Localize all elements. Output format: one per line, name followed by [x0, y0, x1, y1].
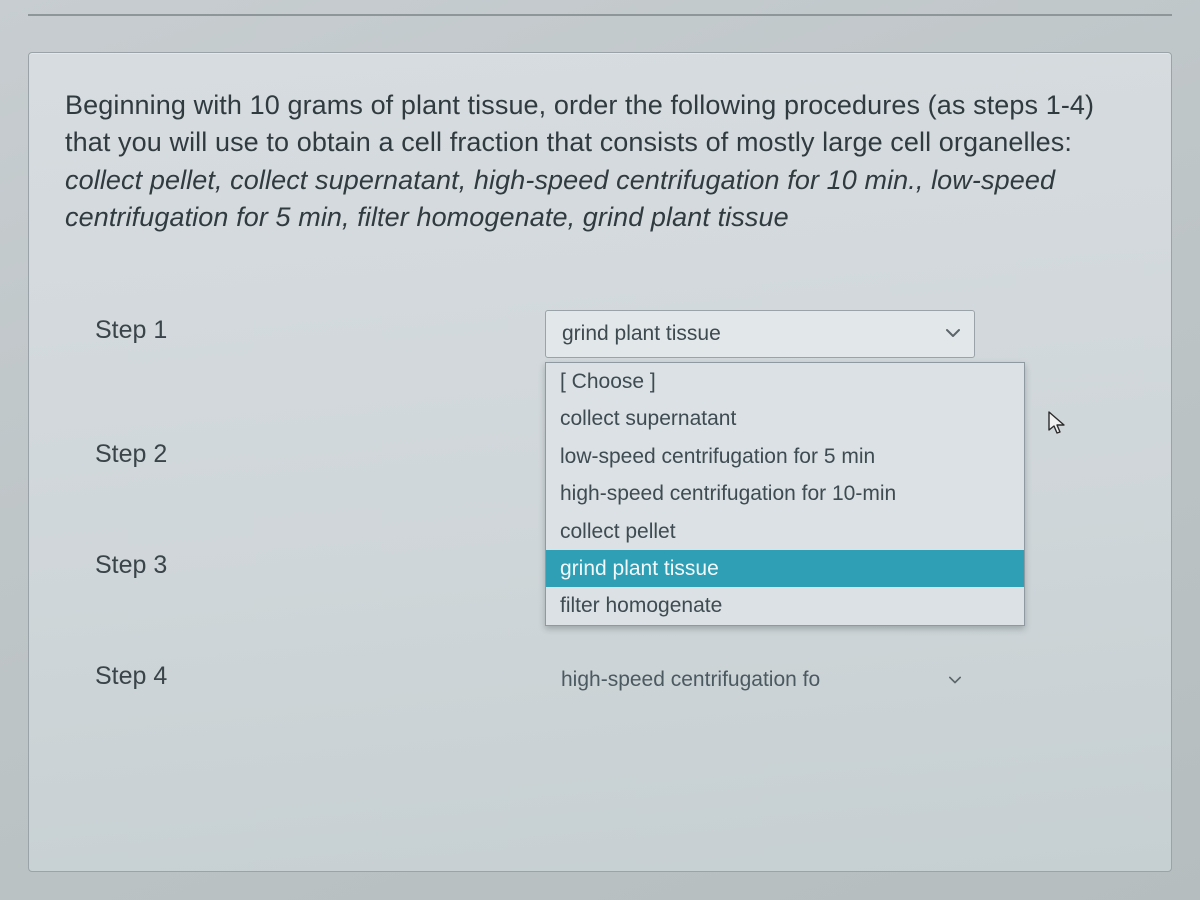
- step-4-selected-value: high-speed centrifugation fo: [561, 668, 820, 692]
- dropdown-option[interactable]: filter homogenate: [546, 587, 1024, 624]
- dropdown-option[interactable]: low-speed centrifugation for 5 min: [546, 438, 1024, 475]
- step-row-4: Step 4 high-speed centrifugation fo: [65, 656, 1135, 704]
- question-card: Beginning with 10 grams of plant tissue,…: [28, 52, 1172, 872]
- dropdown-option-selected[interactable]: grind plant tissue: [546, 550, 1024, 587]
- step-label: Step 2: [65, 434, 545, 469]
- dropdown-option[interactable]: [ Choose ]: [546, 363, 1024, 400]
- step-1-selected-value: grind plant tissue: [562, 322, 721, 346]
- screen: Beginning with 10 grams of plant tissue,…: [0, 0, 1200, 900]
- dropdown-option[interactable]: collect pellet: [546, 513, 1024, 550]
- dropdown-option[interactable]: high-speed centrifugation for 10-min: [546, 475, 1024, 512]
- chevron-down-icon: [946, 325, 960, 343]
- dropdown-option[interactable]: collect supernatant: [546, 400, 1024, 437]
- prompt-italic: collect pellet, collect supernatant, hig…: [65, 165, 1055, 232]
- steps-container: Step 1 grind plant tissue [ Choose ] col…: [65, 310, 1135, 704]
- step-4-select-wrap[interactable]: high-speed centrifugation fo: [545, 656, 975, 704]
- step-1-select-wrap: grind plant tissue [ Choose ] collect su…: [545, 310, 975, 358]
- prompt-text: Beginning with 10 grams of plant tissue,…: [65, 90, 1094, 157]
- step-row-1: Step 1 grind plant tissue [ Choose ] col…: [65, 310, 1135, 358]
- step-label: Step 3: [65, 545, 545, 580]
- question-prompt: Beginning with 10 grams of plant tissue,…: [65, 87, 1135, 236]
- chevron-down-icon: [949, 672, 961, 689]
- step-1-dropdown[interactable]: [ Choose ] collect supernatant low-speed…: [545, 362, 1025, 626]
- top-divider: [28, 14, 1172, 16]
- step-label: Step 1: [65, 310, 545, 345]
- step-4-select[interactable]: high-speed centrifugation fo: [545, 656, 975, 704]
- step-1-select[interactable]: grind plant tissue: [545, 310, 975, 358]
- cursor-icon: [1046, 410, 1068, 436]
- step-label: Step 4: [65, 656, 545, 691]
